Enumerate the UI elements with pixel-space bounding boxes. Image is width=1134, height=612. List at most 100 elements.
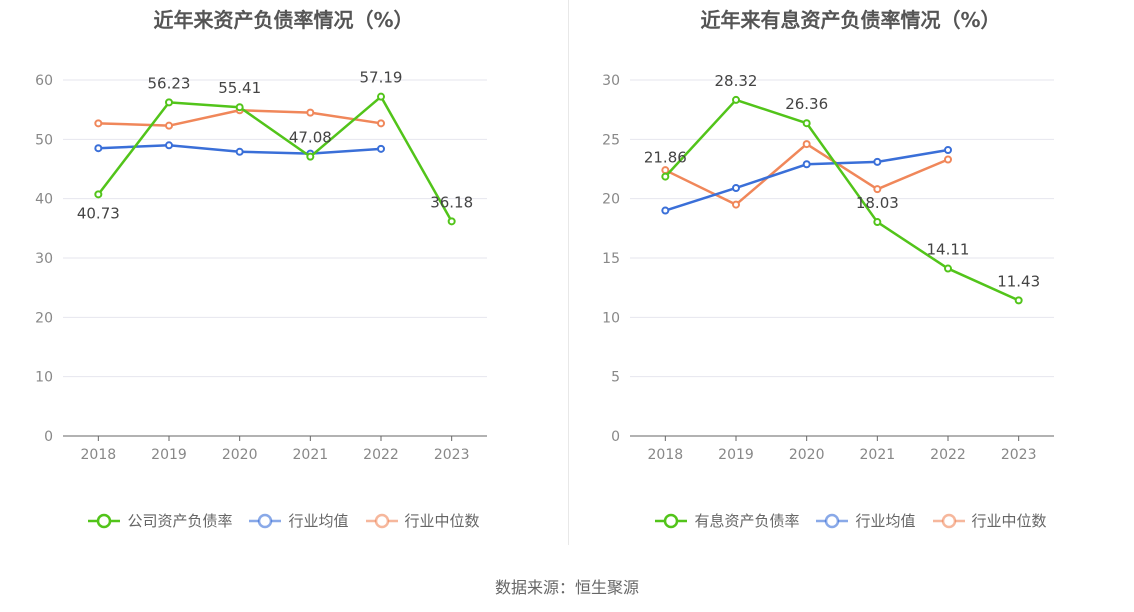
- series-line: [97, 95, 453, 222]
- panel-divider: [568, 0, 569, 545]
- data-label: 26.36: [785, 95, 828, 113]
- x-tick-label: 2018: [648, 447, 684, 463]
- chart-panel-right: 近年来有息资产负债率情况（%） 0 5 10 15 20 25 30 2018 2019 2020…: [567, 0, 1134, 560]
- data-point: [94, 119, 103, 128]
- y-tick-label: 0: [44, 429, 53, 445]
- y-tick-label: 0: [611, 429, 620, 445]
- data-label: 56.23: [148, 74, 191, 92]
- legend-label: 行业中位数: [971, 512, 1047, 530]
- chart-legend: 公司资产负债率 行业均值 行业中位数: [0, 510, 567, 531]
- legend-swatch-icon: [365, 513, 398, 528]
- data-point: [802, 160, 811, 169]
- x-tick-label: 2020: [789, 447, 825, 463]
- data-point: [377, 144, 385, 153]
- legend-swatch-icon: [655, 513, 688, 528]
- data-label: 28.32: [715, 72, 758, 90]
- chart-title: 近年来资产负债率情况（%）: [153, 8, 414, 32]
- x-tick-label: 2019: [151, 447, 187, 463]
- data-point: [94, 190, 103, 199]
- y-tick-label: 30: [35, 251, 53, 267]
- legend-label: 行业均值: [288, 512, 349, 530]
- y-tick-label: 20: [35, 310, 53, 326]
- data-point: [94, 144, 103, 153]
- series-line: [664, 142, 949, 206]
- chart-title: 近年来有息资产负债率情况（%）: [700, 8, 1001, 32]
- x-tick-label: 2023: [434, 447, 470, 463]
- data-label: 14.11: [927, 241, 970, 259]
- data-point: [802, 119, 811, 128]
- y-tick-label: 20: [602, 192, 620, 208]
- data-point: [235, 147, 244, 156]
- data-point: [802, 140, 811, 149]
- y-tick-label: 60: [35, 73, 53, 89]
- x-tick-label: 2020: [222, 447, 258, 463]
- x-tick-label: 2023: [1001, 447, 1037, 463]
- data-label: 18.03: [856, 194, 899, 212]
- data-point: [377, 92, 385, 101]
- data-point: [873, 157, 882, 166]
- x-tick-label: 2021: [860, 447, 896, 463]
- data-point: [661, 172, 670, 181]
- series-line: [664, 148, 949, 212]
- y-tick-label: 50: [35, 132, 53, 148]
- data-label: 21.86: [644, 149, 687, 167]
- legend-label: 公司资产负债率: [127, 512, 233, 530]
- legend-item[interactable]: 行业均值: [815, 510, 916, 531]
- data-point: [661, 206, 670, 215]
- legend-label: 行业中位数: [404, 512, 480, 530]
- chart-panel-left: 近年来资产负债率情况（%） 0 10 20 30 40 50 60 2018 2019 2020 2…: [0, 0, 567, 560]
- x-tick-label: 2021: [293, 447, 329, 463]
- legend-item[interactable]: 行业中位数: [365, 510, 480, 531]
- y-tick-label: 30: [602, 73, 620, 89]
- legend-label: 有息资产负债率: [694, 512, 800, 530]
- x-tick-label: 2018: [81, 447, 117, 463]
- x-tick-label: 2022: [363, 447, 399, 463]
- data-point: [944, 155, 952, 164]
- data-point: [306, 108, 315, 117]
- y-tick-label: 5: [611, 370, 620, 386]
- chart-svg: 0 5 10 15 20 25 30 2018 2019 2020 2021 2022 2023 21.8…: [602, 72, 1054, 463]
- data-point: [873, 218, 882, 227]
- data-label: 55.41: [218, 79, 261, 97]
- x-tick-label: 2022: [930, 447, 966, 463]
- legend-swatch-icon: [816, 513, 849, 528]
- y-tick-label: 25: [602, 132, 620, 148]
- legend-item[interactable]: 行业均值: [248, 510, 349, 531]
- legend-swatch-icon: [249, 513, 282, 528]
- legend-item[interactable]: 公司资产负债率: [87, 510, 232, 531]
- data-label: 36.18: [430, 193, 473, 211]
- data-point: [732, 183, 740, 192]
- data-label: 47.08: [289, 129, 332, 147]
- data-point: [235, 103, 244, 112]
- data-point: [661, 166, 670, 175]
- source-note: 数据来源：恒生聚源: [494, 578, 639, 597]
- data-point: [732, 200, 740, 209]
- data-label: 11.43: [997, 272, 1040, 290]
- data-point: [944, 146, 952, 155]
- data-point: [732, 95, 740, 104]
- data-point: [377, 119, 385, 128]
- legend-label: 行业均值: [855, 512, 916, 530]
- y-tick-label: 15: [602, 251, 620, 267]
- legend-swatch-icon: [932, 513, 965, 528]
- data-point: [447, 217, 456, 226]
- data-label: 57.19: [360, 69, 403, 87]
- y-tick-label: 10: [35, 370, 53, 386]
- chart-svg: 0 10 20 30 40 50 60 2018 2019 2020 2021 2022 2023 40.…: [35, 69, 487, 463]
- legend-swatch-icon: [88, 513, 121, 528]
- data-point: [165, 98, 173, 107]
- data-point: [1014, 296, 1023, 305]
- data-point: [306, 152, 315, 161]
- series-line: [664, 98, 1020, 302]
- data-point: [944, 264, 952, 273]
- legend-item[interactable]: 有息资产负债率: [654, 510, 799, 531]
- data-point: [165, 141, 173, 150]
- data-point: [873, 185, 882, 194]
- chart-legend: 有息资产负债率 行业均值 行业中位数: [567, 510, 1134, 531]
- y-tick-label: 40: [35, 192, 53, 208]
- y-tick-label: 10: [602, 310, 620, 326]
- legend-item[interactable]: 行业中位数: [932, 510, 1047, 531]
- data-point: [165, 121, 173, 130]
- x-tick-label: 2019: [718, 447, 754, 463]
- data-label: 40.73: [77, 204, 120, 222]
